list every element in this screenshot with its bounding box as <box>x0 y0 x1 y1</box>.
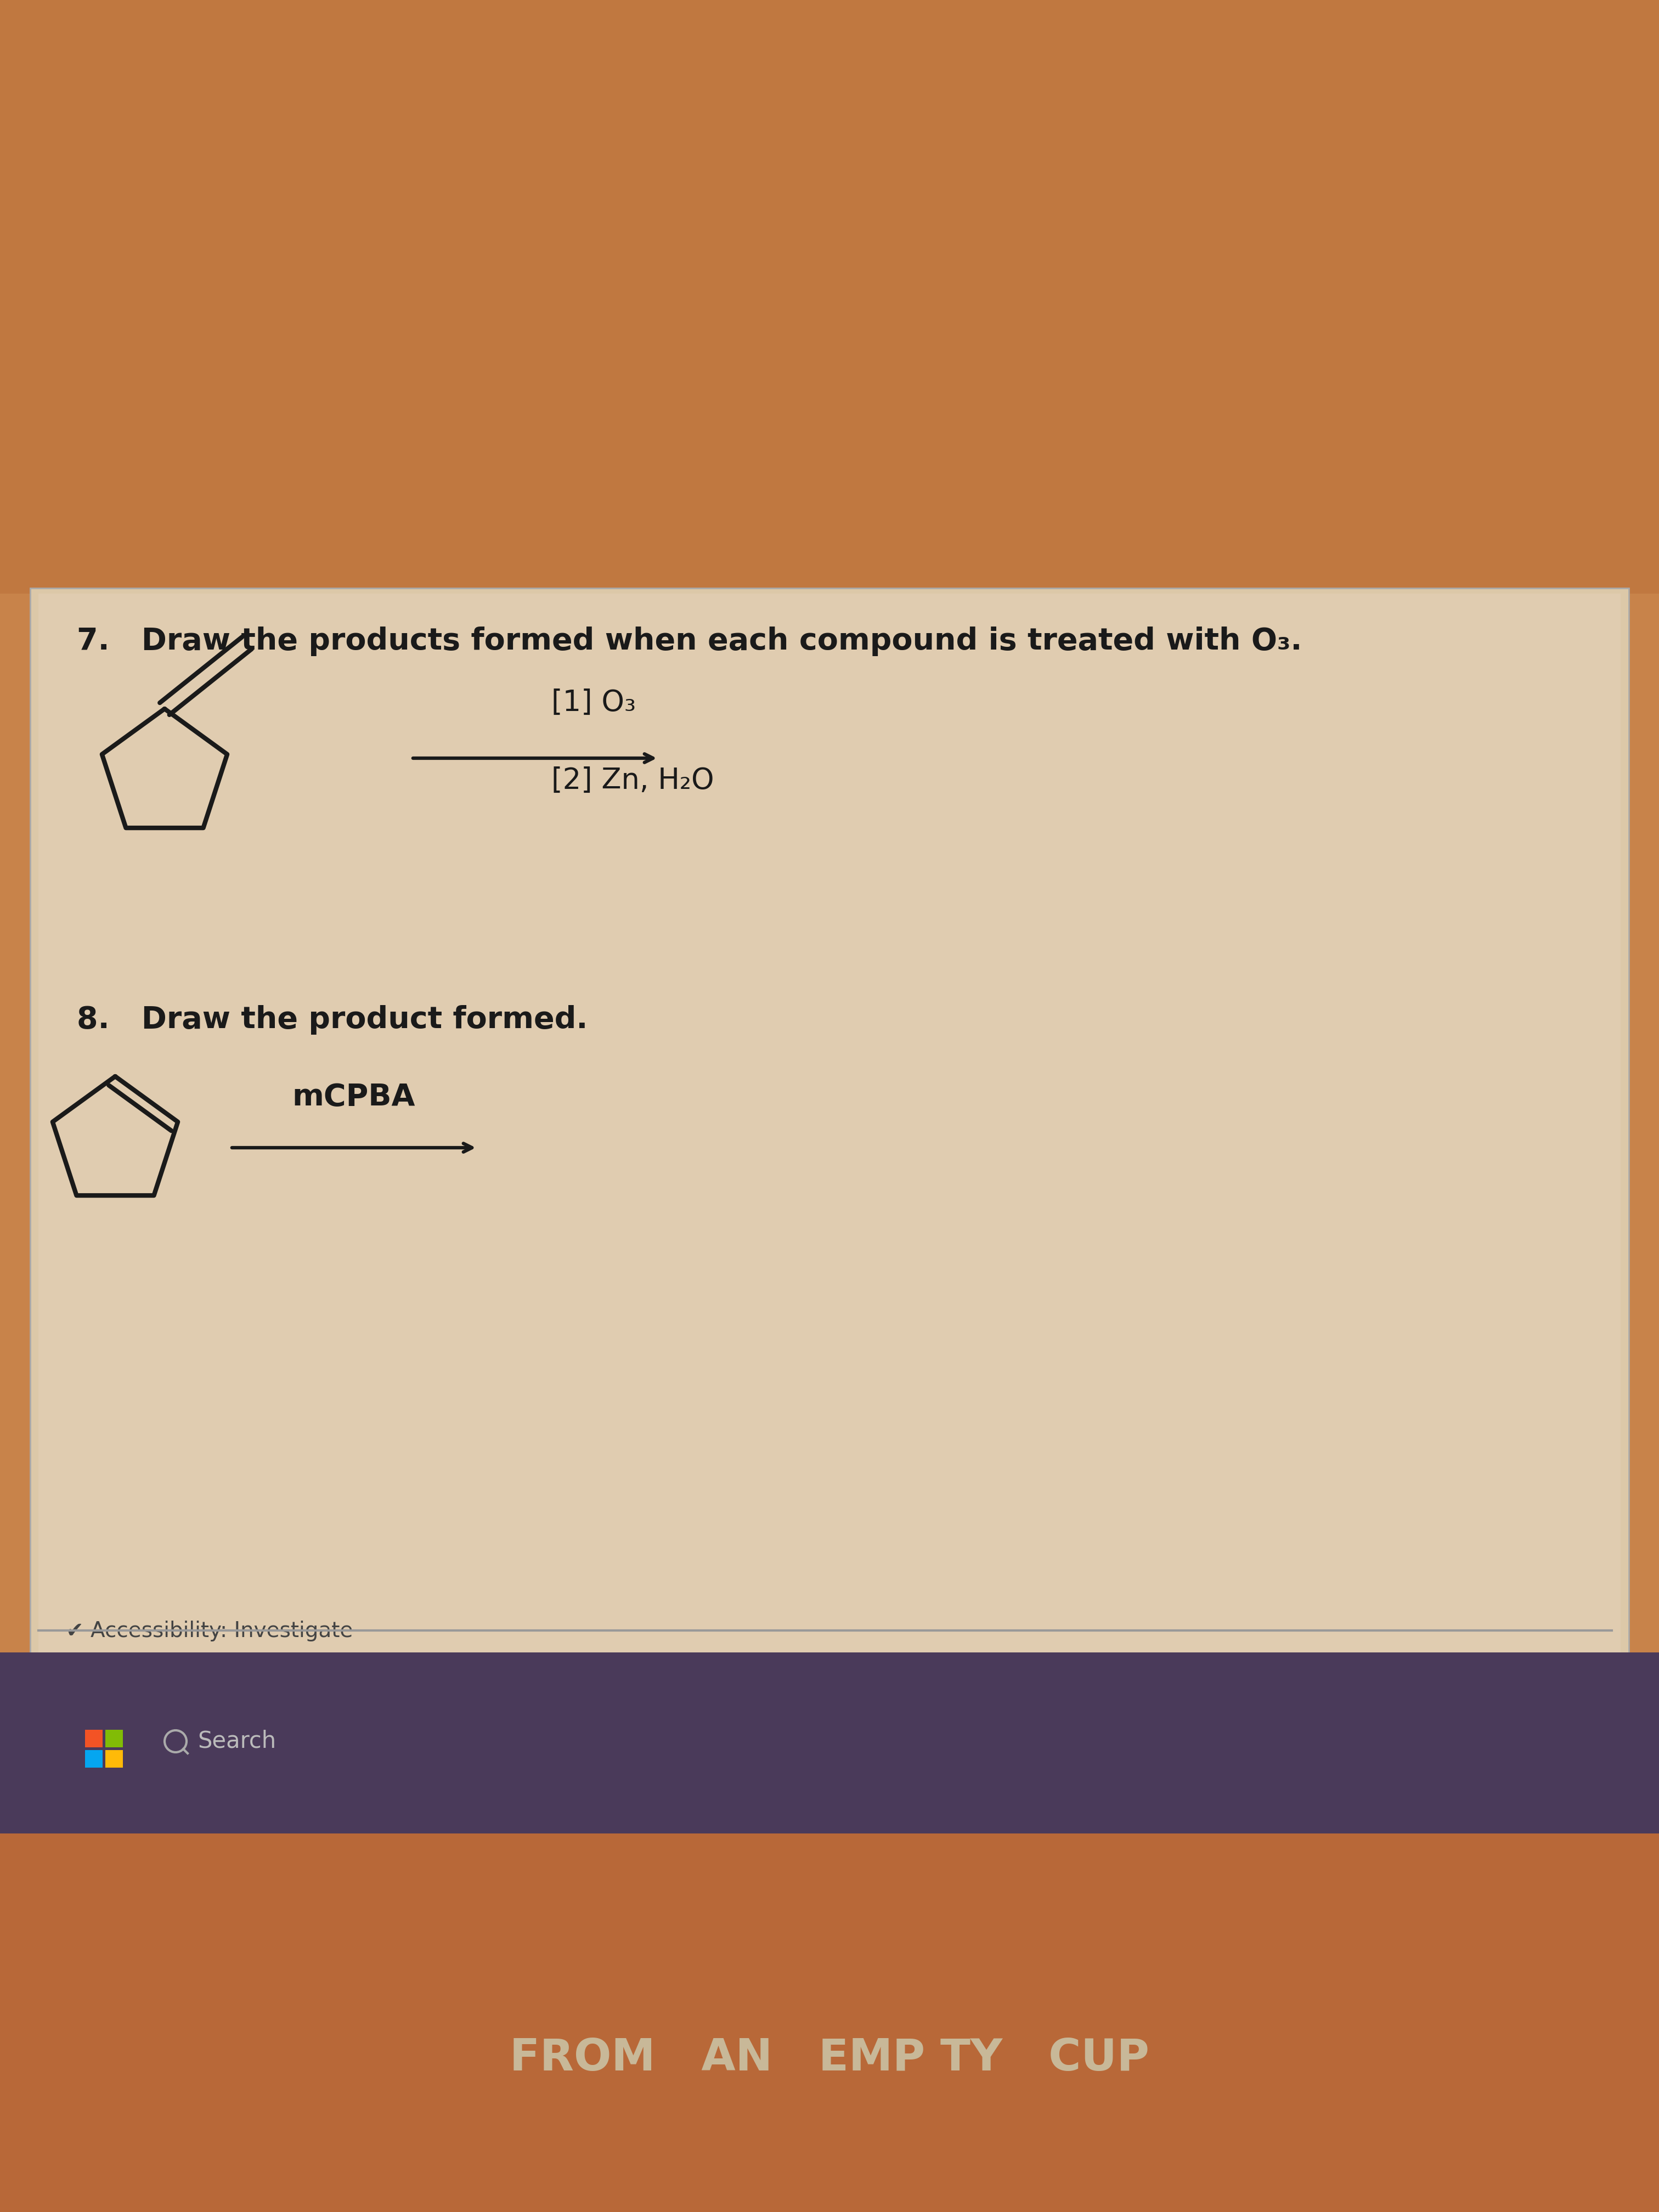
Bar <box>85 1750 103 1767</box>
Text: mCPBA: mCPBA <box>292 1082 415 1113</box>
Bar <box>105 1730 123 1747</box>
Bar <box>38 593 1621 1723</box>
Bar <box>85 1730 103 1747</box>
Bar <box>0 1834 1659 2212</box>
Text: FROM   AN   EMP TY   CUP: FROM AN EMP TY CUP <box>509 2037 1150 2079</box>
Text: ✔ Accessibility: Investigate: ✔ Accessibility: Investigate <box>66 1621 353 1641</box>
Text: [2] Zn, H₂O: [2] Zn, H₂O <box>551 765 713 794</box>
Bar <box>105 1750 123 1767</box>
Bar <box>30 588 1629 1730</box>
Text: [1] O₃: [1] O₃ <box>551 688 635 717</box>
Bar <box>0 0 1659 593</box>
Bar <box>0 1652 1659 1834</box>
Text: 8.   Draw the product formed.: 8. Draw the product formed. <box>76 1004 587 1035</box>
Text: Search: Search <box>197 1730 275 1752</box>
Text: 7.   Draw the products formed when each compound is treated with O₃.: 7. Draw the products formed when each co… <box>76 626 1302 657</box>
